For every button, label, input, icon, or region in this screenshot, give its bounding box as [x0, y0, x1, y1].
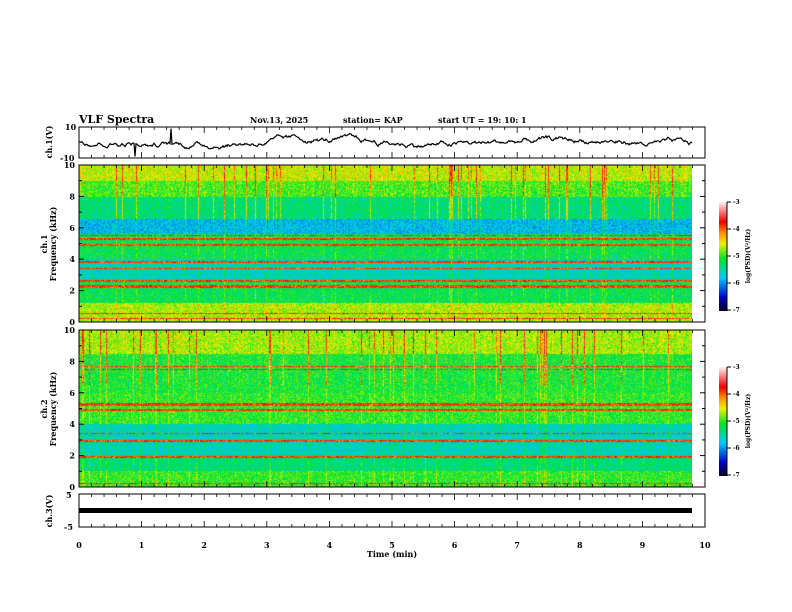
y-tick-label: 8 — [69, 356, 75, 366]
station-label: station= KAP — [343, 115, 403, 125]
y-tick-label: 0 — [69, 317, 75, 327]
ch1-spec-ylabel-channel: ch.1 — [39, 234, 49, 253]
y-tick-label: 10 — [64, 160, 76, 170]
ch2-spec-ylabel-channel: ch.2 — [39, 399, 49, 418]
ch1-ytick-top: 10 — [65, 122, 77, 132]
x-tick-label: 2 — [201, 540, 207, 550]
y-tick-label: 4 — [69, 419, 75, 429]
ch1-spectrogram-frame — [78, 164, 706, 323]
date-label: Nov.13, 2025 — [250, 115, 308, 125]
y-tick-label: 2 — [69, 451, 75, 461]
colorbar-tick-label: -6 — [733, 445, 740, 452]
ch2-spec-ylabel-freq: Frequency (kHz) — [48, 371, 58, 446]
ch1-waveform-line — [78, 128, 693, 157]
x-tick-label: 5 — [389, 540, 395, 550]
colorbar-tick-label: -6 — [733, 280, 740, 287]
x-tick-label: 7 — [514, 540, 520, 550]
colorbar-tick-label: -7 — [733, 307, 740, 314]
colorbar-tick-label: -3 — [733, 364, 740, 371]
colorbar-tick-label: -5 — [733, 253, 740, 260]
y-tick-label: 8 — [69, 191, 75, 201]
y-tick-label: 2 — [69, 286, 75, 296]
ch2-colorbar — [719, 367, 727, 476]
x-tick-label: 3 — [264, 540, 270, 550]
start-time-label: start UT = 19: 10: 1 — [438, 115, 527, 125]
y-tick-label: 4 — [69, 254, 75, 264]
ch3-ytick-top: 5 — [66, 490, 72, 500]
ch3-ytick-bottom: -5 — [64, 522, 73, 532]
x-tick-label: 9 — [640, 540, 646, 550]
x-axis-label: Time (min) — [367, 549, 417, 559]
x-tick-label: 10 — [699, 540, 711, 550]
x-tick-label: 1 — [139, 540, 145, 550]
y-tick-label: 0 — [69, 482, 75, 492]
x-tick-label: 0 — [76, 540, 82, 550]
ch1-spectrogram — [79, 165, 692, 322]
ch1-colorbar — [719, 202, 727, 311]
y-tick-label: 6 — [69, 223, 75, 233]
figure-title: VLF Spectra — [78, 113, 154, 126]
colorbar-tick-label: -4 — [733, 391, 740, 398]
colorbar-tick-label: -4 — [733, 226, 740, 233]
y-tick-label: 6 — [69, 388, 75, 398]
ch1-colorbar-label: log(PSD)(V²/Hz) — [745, 229, 752, 284]
x-tick-label: 6 — [452, 540, 458, 550]
ch1-ytick-bottom: -10 — [60, 153, 75, 163]
y-tick-label: 10 — [64, 325, 76, 335]
x-tick-label: 8 — [577, 540, 583, 550]
ch3-waveform-band — [79, 508, 692, 513]
colorbar-tick-label: -5 — [733, 418, 740, 425]
ch1-ylabel: ch.1(V) — [44, 125, 54, 158]
x-tick-label: 4 — [327, 540, 333, 550]
colorbar-tick-label: -7 — [733, 472, 740, 479]
ch1-spec-ylabel-freq: Frequency (kHz) — [48, 206, 58, 281]
ch2-spectrogram-frame — [78, 329, 706, 488]
ch2-colorbar-label: log(PSD)(V²/Hz) — [745, 394, 752, 449]
ch3-ylabel: ch.3(V) — [44, 494, 54, 527]
ch2-spectrogram — [79, 330, 692, 487]
colorbar-tick-label: -3 — [733, 199, 740, 206]
